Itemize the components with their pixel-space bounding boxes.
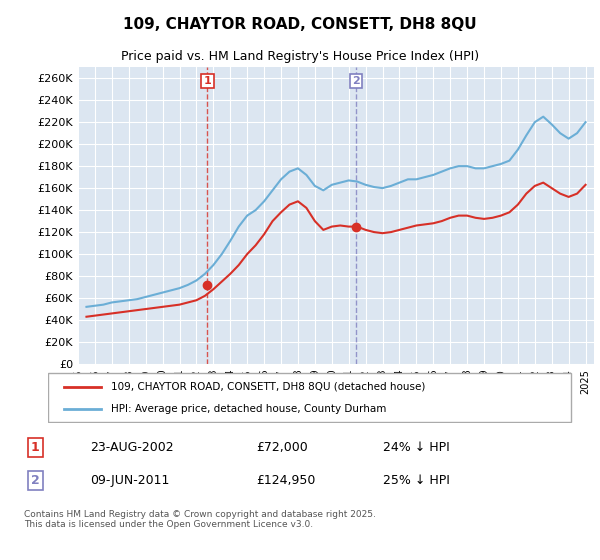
FancyBboxPatch shape [48,374,571,422]
Text: 109, CHAYTOR ROAD, CONSETT, DH8 8QU (detached house): 109, CHAYTOR ROAD, CONSETT, DH8 8QU (det… [112,381,426,391]
Text: 23-AUG-2002: 23-AUG-2002 [90,441,174,454]
Text: 09-JUN-2011: 09-JUN-2011 [90,474,170,487]
Text: 24% ↓ HPI: 24% ↓ HPI [383,441,449,454]
Text: 25% ↓ HPI: 25% ↓ HPI [383,474,449,487]
Text: 2: 2 [352,76,360,86]
Text: Price paid vs. HM Land Registry's House Price Index (HPI): Price paid vs. HM Land Registry's House … [121,50,479,63]
Text: 2: 2 [31,474,40,487]
Text: £124,950: £124,950 [256,474,315,487]
Text: 1: 1 [203,76,211,86]
Text: 109, CHAYTOR ROAD, CONSETT, DH8 8QU: 109, CHAYTOR ROAD, CONSETT, DH8 8QU [123,17,477,32]
Text: HPI: Average price, detached house, County Durham: HPI: Average price, detached house, Coun… [112,404,387,414]
Text: £72,000: £72,000 [256,441,308,454]
Text: Contains HM Land Registry data © Crown copyright and database right 2025.
This d: Contains HM Land Registry data © Crown c… [24,510,376,529]
Text: 1: 1 [31,441,40,454]
